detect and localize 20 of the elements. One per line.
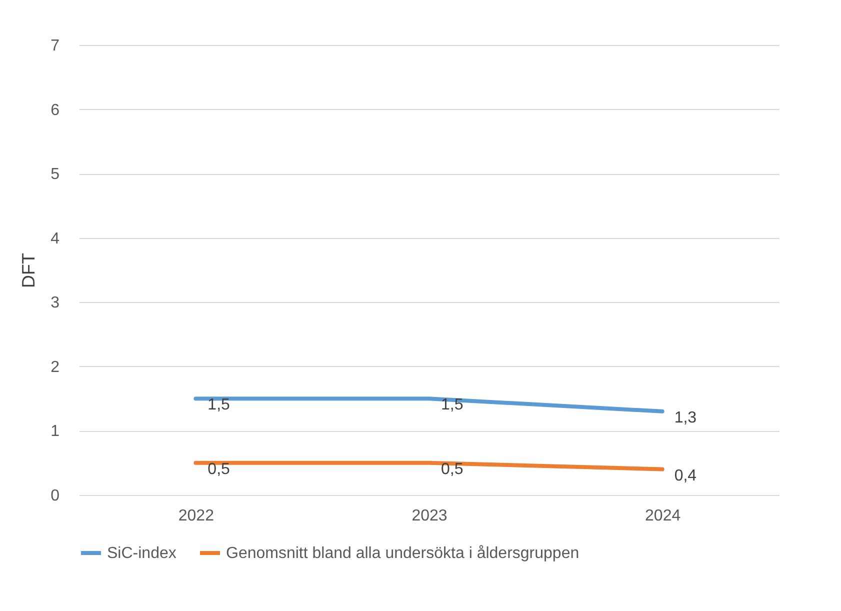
y-tick-label: 0 — [50, 488, 60, 504]
legend-label: Genomsnitt bland alla undersökta i åldersgruppen — [226, 545, 580, 562]
y-tick-label: 1 — [50, 423, 60, 440]
x-tick-label: 2022 — [178, 508, 214, 524]
y-tick-label: 5 — [50, 166, 60, 184]
y-tick-label: 3 — [50, 294, 60, 312]
data-label: 0,4 — [674, 467, 697, 484]
x-tick-label: 2023 — [412, 508, 448, 524]
data-label: 0,5 — [441, 460, 464, 478]
data-label: 1,3 — [674, 409, 697, 426]
data-label: 1,5 — [208, 396, 230, 414]
y-tick-label: 2 — [50, 358, 60, 376]
y-tick-label: 7 — [50, 38, 60, 54]
y-tick-label: 6 — [50, 102, 60, 119]
y-tick-label: 4 — [50, 230, 60, 248]
data-label: 1,5 — [441, 396, 464, 414]
y-axis-title: DFT — [18, 253, 39, 288]
data-label: 0,5 — [208, 460, 230, 478]
legend-label: SiC-index — [107, 545, 176, 562]
x-tick-label: 2024 — [645, 508, 681, 524]
